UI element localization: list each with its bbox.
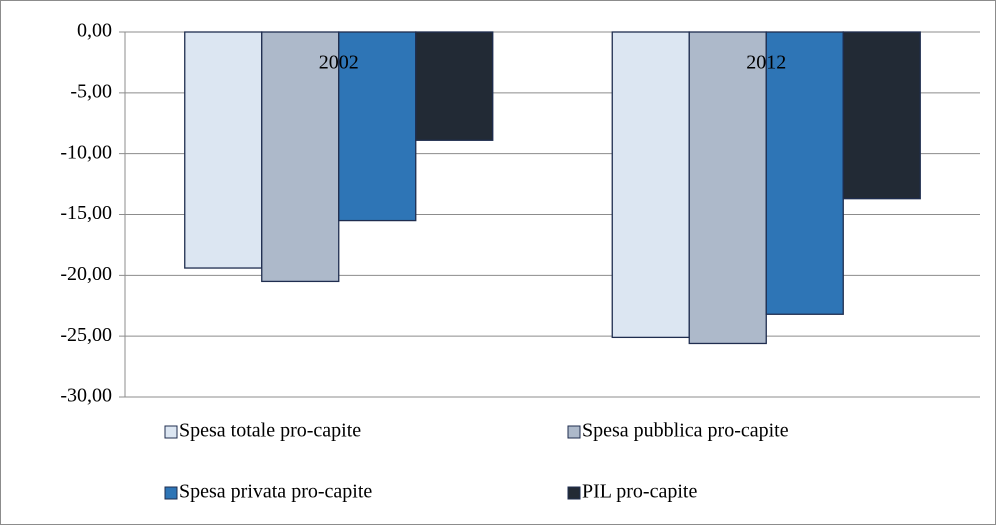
bar [261,31,340,283]
bar [842,31,921,200]
y-tick-label: 0,00 [77,20,112,42]
bar [688,31,767,345]
category-label: 2002 [319,52,359,74]
legend-label: Spesa totale pro-capite [179,420,361,442]
bar [184,31,263,269]
y-tick-label: -20,00 [60,263,112,285]
y-tick-label: -5,00 [70,80,112,102]
y-tick-label: -10,00 [60,141,112,163]
category-label: 2012 [746,52,786,74]
legend-label: Spesa pubblica pro-capite [582,420,789,442]
y-tick-label: -30,00 [60,385,112,407]
bar [415,31,494,141]
legend-label: Spesa privata pro-capite [179,481,372,503]
legend-swatch [567,425,581,439]
y-tick-label: -25,00 [60,324,112,346]
legend-swatch [164,486,178,500]
legend-swatch [567,486,581,500]
y-tick-label: -15,00 [60,202,112,224]
bar [765,31,844,315]
legend-swatch [164,425,178,439]
legend-label: PIL pro-capite [582,481,697,503]
bar [611,31,690,339]
